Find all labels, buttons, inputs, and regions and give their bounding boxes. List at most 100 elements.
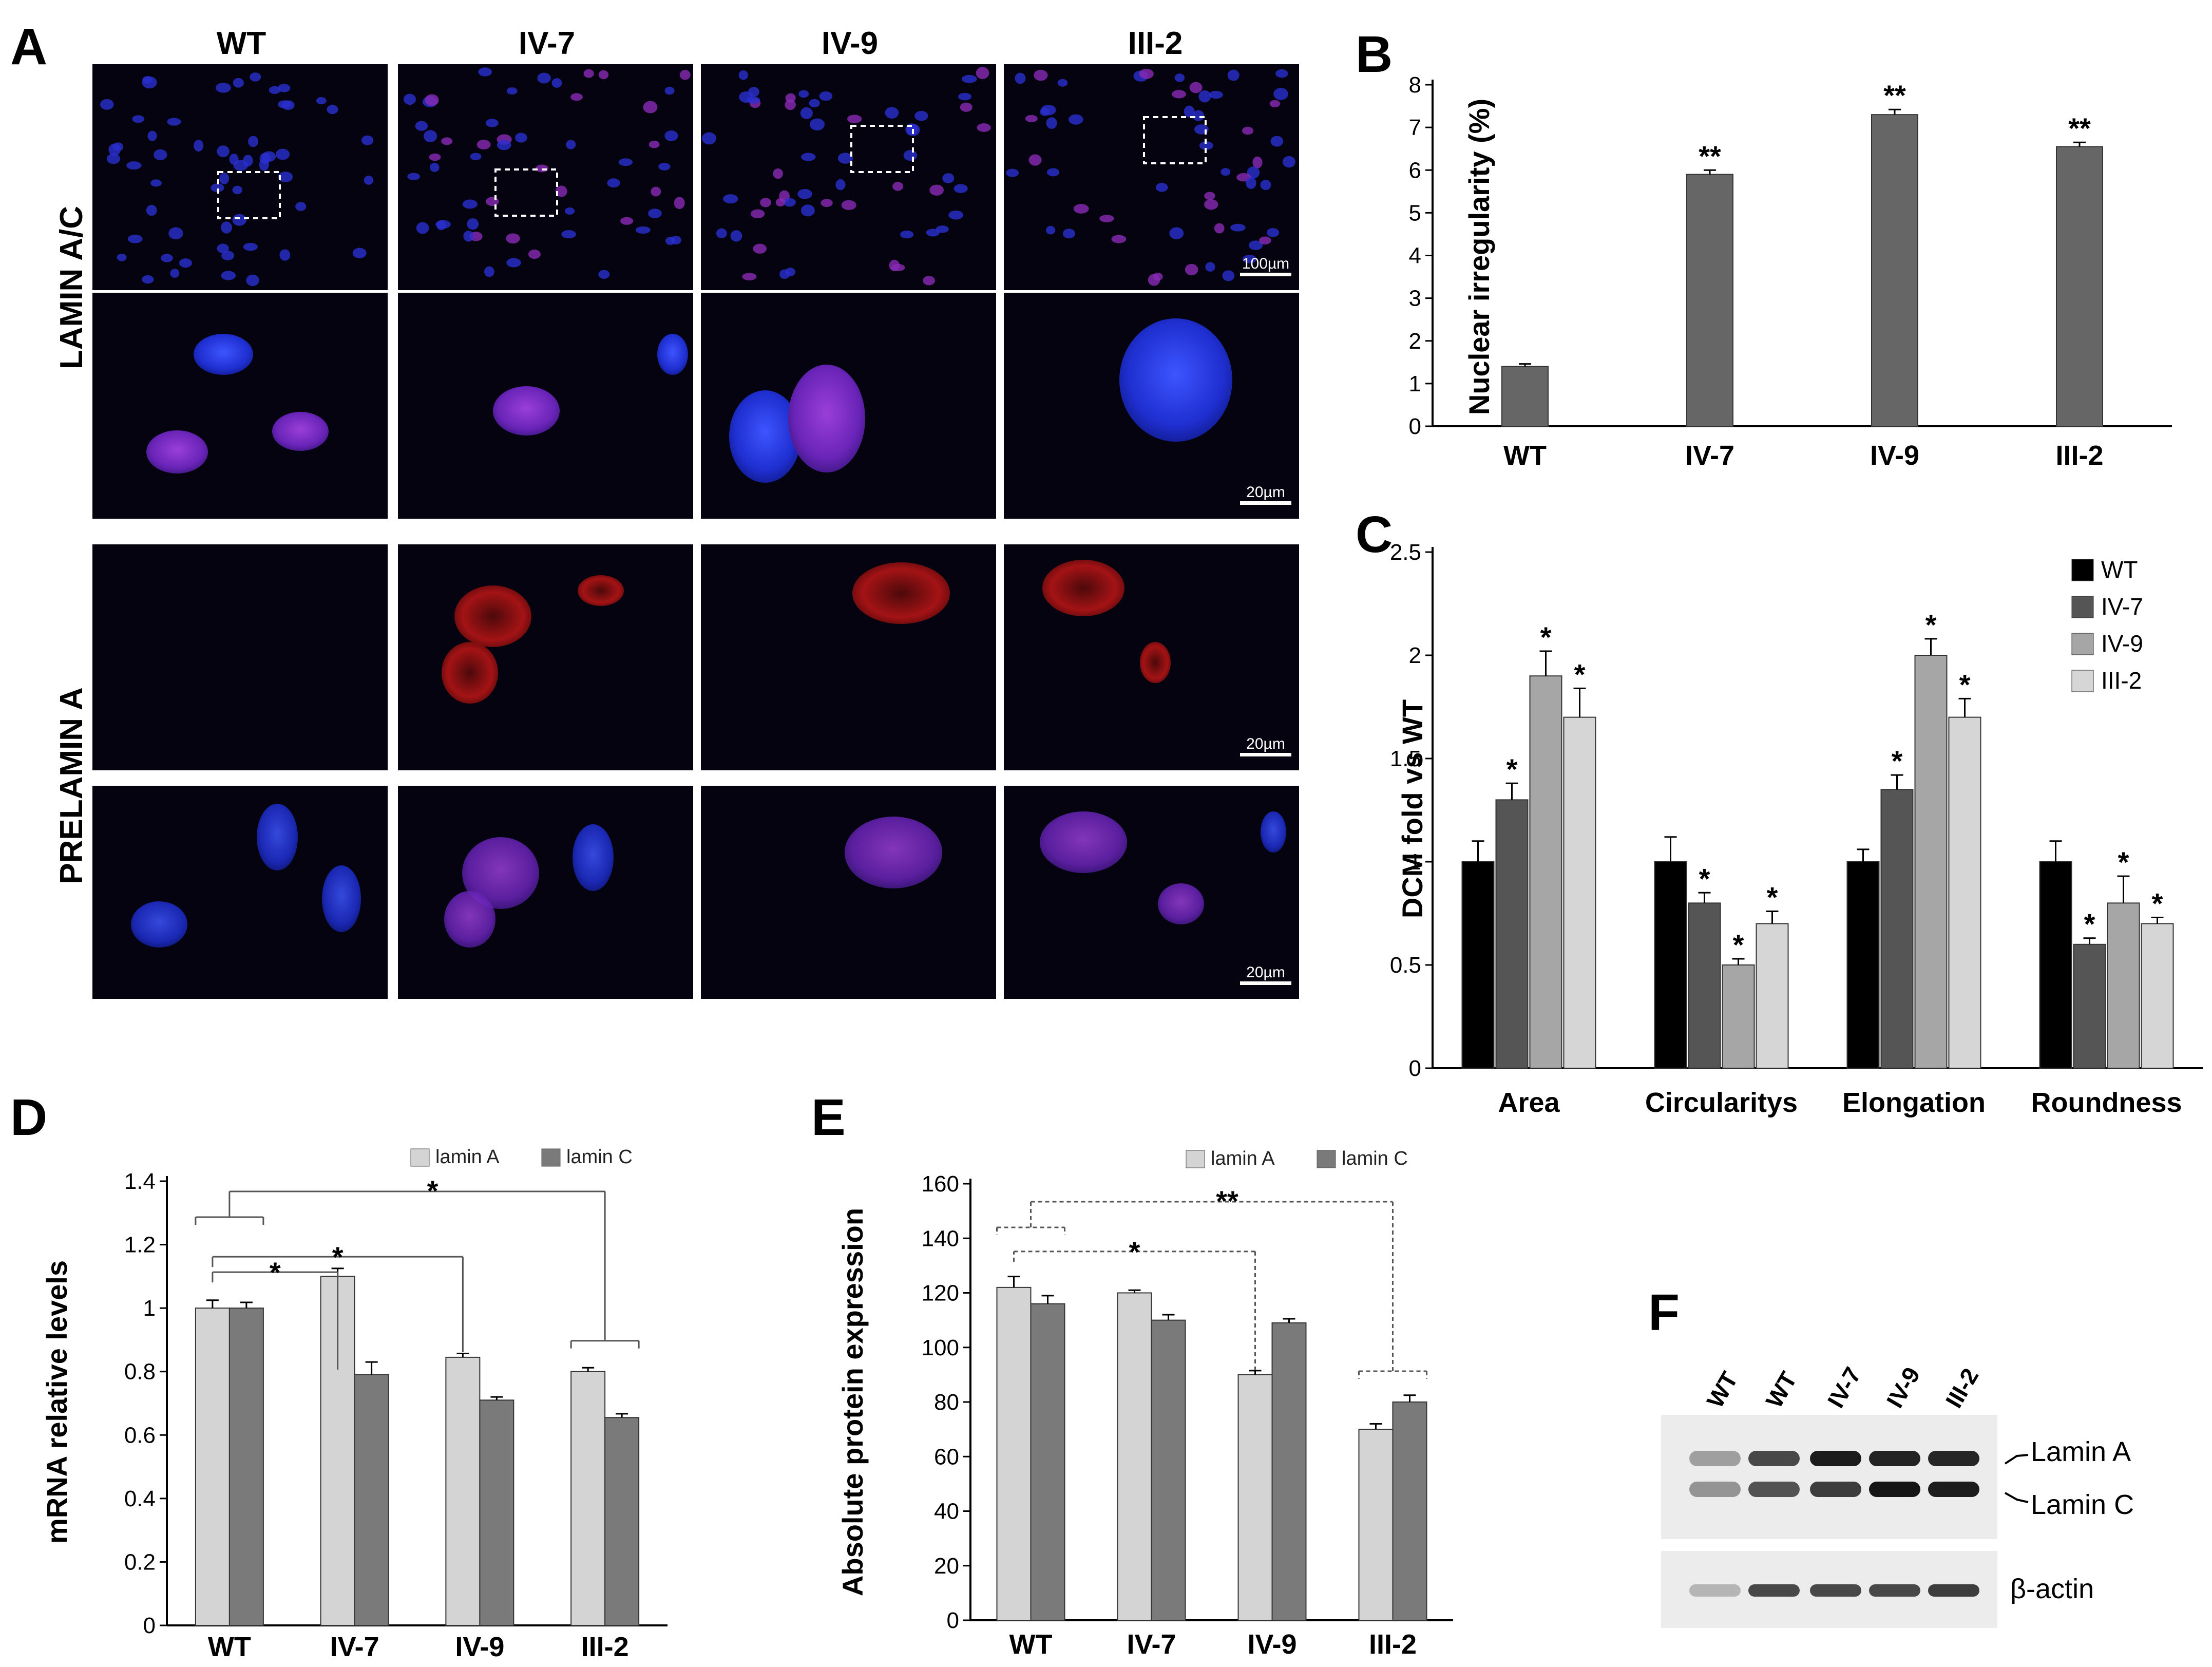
comparison-label: * bbox=[270, 1256, 281, 1289]
lamin-a-band bbox=[1810, 1451, 1861, 1466]
y-tick-label: 5 bbox=[1409, 200, 1421, 225]
y-tick-label: 8 bbox=[1409, 72, 1421, 98]
column-header: IV-7 bbox=[519, 26, 575, 61]
y-tick-label: 7 bbox=[1409, 115, 1421, 140]
zoom-region-box bbox=[494, 168, 558, 217]
x-category-label: IV-7 bbox=[1685, 440, 1734, 471]
y-tick-label: 1 bbox=[1409, 849, 1421, 875]
bar bbox=[1392, 1401, 1427, 1621]
band-label-beta-actin: β-actin bbox=[2010, 1574, 2094, 1604]
legend-swatch bbox=[410, 1148, 430, 1167]
x-category-label: WT bbox=[208, 1632, 251, 1662]
lamin-c-band bbox=[1748, 1482, 1800, 1497]
significance-marker: * bbox=[1507, 753, 1518, 785]
bar bbox=[479, 1399, 514, 1626]
bar bbox=[1529, 675, 1562, 1069]
y-tick-label: 4 bbox=[1409, 243, 1421, 269]
panel-label: E bbox=[811, 1089, 846, 1146]
lamin-a-pointer bbox=[2004, 1454, 2029, 1465]
panel-f-western-blot: F WT WT IV-7 IV-9 III-2 Lamin A Lamin C β-ac… bbox=[1648, 1284, 2134, 1628]
significance-marker: * bbox=[1892, 745, 1903, 777]
significance-marker: * bbox=[1959, 668, 1971, 700]
bar bbox=[1563, 716, 1596, 1069]
blot-lamin-membrane bbox=[1661, 1415, 1997, 1539]
panel-a-row-labels: LAMIN A/C PRELAMIN A bbox=[54, 206, 89, 884]
y-tick-label: 40 bbox=[934, 1499, 959, 1524]
panel-a-column-headers: WT IV-7 IV-9 III-2 bbox=[217, 26, 1183, 61]
y-tick-label: 0.4 bbox=[124, 1486, 156, 1511]
y-tick-label: 0 bbox=[143, 1613, 156, 1638]
bar bbox=[1880, 789, 1914, 1069]
micrograph-tile: 20µm bbox=[1004, 786, 1299, 999]
blot-lane-label: WT bbox=[1702, 1367, 1743, 1412]
micrograph-tile bbox=[701, 64, 996, 290]
bar bbox=[1358, 1429, 1394, 1621]
scale-bar: 100µm bbox=[1240, 255, 1291, 276]
band-label-lamin-a: Lamin A bbox=[2031, 1436, 2131, 1467]
y-tick-label: 0.2 bbox=[124, 1549, 156, 1575]
bar bbox=[996, 1286, 1032, 1621]
column-header: IV-9 bbox=[822, 26, 878, 61]
svg-text:20µm: 20µm bbox=[1246, 735, 1285, 752]
micrograph-tile bbox=[92, 544, 388, 770]
panel-f-bands bbox=[1689, 1451, 1979, 1597]
beta-actin-band bbox=[1869, 1584, 1920, 1597]
significance-marker: ** bbox=[1883, 79, 1906, 111]
bar bbox=[445, 1356, 481, 1626]
x-category-label: III-2 bbox=[1369, 1629, 1417, 1660]
significance-marker: * bbox=[2118, 846, 2129, 878]
bar bbox=[1756, 923, 1789, 1069]
x-category-label: WT bbox=[1009, 1629, 1053, 1660]
band-label-lamin-c: Lamin C bbox=[2031, 1489, 2134, 1520]
panel-label: B bbox=[1356, 26, 1393, 83]
y-tick-label: 120 bbox=[922, 1281, 959, 1306]
beta-actin-band bbox=[1748, 1584, 1800, 1597]
y-tick-label: 2.5 bbox=[1390, 540, 1421, 565]
x-category-label: III-2 bbox=[581, 1632, 629, 1662]
significance-marker: * bbox=[1733, 929, 1744, 961]
lamin-c-pointer bbox=[2005, 1492, 2029, 1503]
bar bbox=[2107, 902, 2140, 1069]
y-tick-label: 1 bbox=[1409, 371, 1421, 396]
bar bbox=[2039, 861, 2072, 1069]
scale-bar: 20µm bbox=[1240, 735, 1291, 756]
legend-label: IV-7 bbox=[2101, 593, 2143, 620]
micrograph-tile bbox=[398, 64, 693, 290]
micrograph-tile: 20µm bbox=[1004, 293, 1299, 519]
column-header: WT bbox=[217, 26, 266, 61]
bar bbox=[2073, 943, 2106, 1069]
y-axis-title: mRNA relative levels bbox=[41, 1260, 73, 1544]
zoom-region-box bbox=[217, 171, 281, 219]
micrograph-tile: 20µm bbox=[1004, 544, 1299, 770]
significance-marker: * bbox=[1699, 862, 1710, 895]
blot-lane-label: WT bbox=[1761, 1367, 1802, 1412]
y-tick-label: 0 bbox=[1409, 1056, 1421, 1081]
legend-swatch bbox=[2071, 633, 2094, 655]
lamin-a-band bbox=[1928, 1451, 1979, 1466]
x-category-label: IV-9 bbox=[1870, 440, 1919, 471]
svg-text:20µm: 20µm bbox=[1246, 484, 1285, 501]
micrograph-tile bbox=[398, 544, 693, 770]
bar bbox=[1686, 174, 1733, 427]
significance-marker: ** bbox=[1699, 140, 1721, 172]
row-label-prelamin-a: PRELAMIN A bbox=[54, 687, 89, 884]
legend-label: III-2 bbox=[2101, 667, 2142, 694]
micrograph-tile bbox=[701, 786, 996, 999]
panel-a-micrographs: A WT IV-7 IV-9 III-2 LAMIN A/C PRELAMIN A 10… bbox=[10, 18, 1299, 999]
lamin-a-band bbox=[1689, 1451, 1741, 1466]
y-tick-label: 1.4 bbox=[124, 1169, 156, 1194]
micrograph-tile bbox=[92, 64, 388, 290]
x-category-label: IV-9 bbox=[1247, 1629, 1296, 1660]
y-tick-label: 1.2 bbox=[124, 1233, 156, 1258]
y-tick-label: 0.8 bbox=[124, 1359, 156, 1385]
zoom-region-box bbox=[850, 125, 914, 173]
y-tick-label: 0.6 bbox=[124, 1423, 156, 1448]
micrograph-tile: 100µm bbox=[1004, 64, 1299, 290]
x-category-label: III-2 bbox=[2055, 440, 2103, 471]
beta-actin-band bbox=[1689, 1584, 1741, 1597]
significance-marker: * bbox=[1767, 881, 1778, 913]
legend-label: lamin C bbox=[566, 1146, 633, 1168]
x-category-label: Roundness bbox=[2031, 1087, 2182, 1118]
bar bbox=[1030, 1303, 1065, 1621]
comparison-label: * bbox=[1129, 1236, 1140, 1268]
